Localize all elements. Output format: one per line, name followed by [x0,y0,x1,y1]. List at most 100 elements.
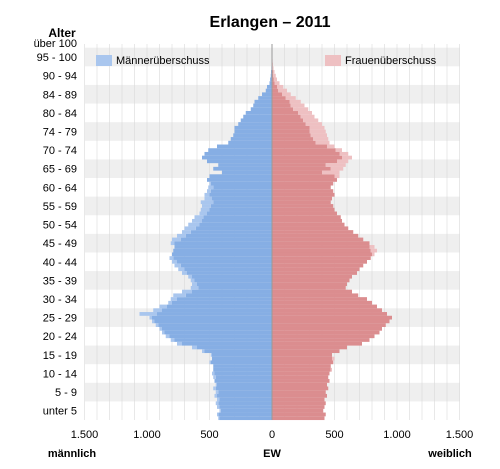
excess-bars [139,51,377,421]
female-bar [272,349,340,354]
male-bar [162,326,272,331]
male-bar [218,401,272,406]
male-bar [197,282,272,287]
male-excess-bar [218,416,220,421]
female-bar [272,226,349,231]
female-bar [272,181,334,186]
male-bar [219,416,272,421]
female-excess-bar [313,137,329,141]
female-excess-bar [342,155,352,160]
male-bar [212,196,272,201]
male-bar [220,408,272,413]
male-bar [209,207,272,212]
female-bar [272,129,310,134]
female-excess-bar [372,252,375,257]
male-excess-bar [212,371,215,376]
male-bar [218,163,272,167]
male-excess-bar [194,215,204,220]
female-bar [272,248,371,253]
female-bar [272,267,360,272]
male-bar [195,226,272,231]
age-tick-label: 65 - 69 [43,164,77,176]
male-bar [187,271,272,275]
male-bar [230,137,272,141]
male-bar [213,200,272,205]
male-bar [210,360,272,365]
male-bar [204,151,272,156]
female-excess-bar [305,122,322,126]
male-bar [172,252,272,257]
male-bar [218,390,272,394]
female-excess-bar [272,66,274,71]
female-bar [272,379,330,383]
legend-female-excess-swatch [325,55,341,66]
female-excess-bar [330,367,332,372]
male-bar [209,174,272,179]
age-tick-label: 90 - 94 [43,71,77,83]
female-bar [272,133,311,138]
female-bar [272,371,330,376]
male-excess-bar [172,259,177,264]
female-excess-bar [330,166,344,171]
male-excess-bar [217,397,220,402]
female-bar [272,416,325,421]
female-excess-bar [293,107,309,112]
x-label-center: EW [263,448,281,460]
male-bar [199,222,272,227]
male-bar [198,285,272,290]
male-excess-bar [188,222,200,227]
male-bar [203,215,272,220]
male-bar [202,155,272,160]
male-bar [212,356,272,361]
female-excess-bar [334,174,340,179]
male-bar [210,189,272,193]
male-bar [184,267,272,272]
female-excess-bar [285,96,296,100]
female-bar [272,341,362,346]
male-bar [152,315,272,320]
male-bar [217,393,272,398]
male-bar [214,371,272,376]
male-excess-bar [190,285,199,290]
male-bars [152,44,272,421]
male-bar [173,256,272,260]
male-excess-bar [170,338,175,342]
male-bar [234,125,272,130]
female-bar [272,393,327,398]
x-tick-label: 1.000 [133,429,161,441]
age-tick-label: 80 - 84 [43,108,77,120]
female-excess-bar [310,133,327,138]
age-tick-label: 55 - 59 [43,201,77,213]
female-excess-bar [322,170,340,175]
age-tick-label: 95 - 100 [37,52,77,64]
male-bar [192,274,272,279]
female-bar [272,77,274,82]
male-bar [215,375,272,380]
male-excess-bar [168,300,172,305]
male-excess-bar [192,218,202,223]
age-tick-label: 60 - 64 [43,182,77,194]
male-bar [207,159,272,164]
male-bar [192,289,272,294]
male-bar [207,178,272,182]
female-bar [272,412,326,417]
age-tick-label: 50 - 54 [43,220,77,232]
male-bar [169,334,272,339]
female-bar [272,111,299,115]
male-bar [245,111,272,115]
male-excess-bar [155,323,159,327]
female-bar [272,259,367,264]
male-bar [202,218,272,223]
female-bar [272,278,350,283]
female-bar [272,338,370,342]
male-excess-bar [149,315,152,320]
male-bar [174,241,272,246]
male-bar [197,345,272,350]
male-bar [219,405,272,409]
male-excess-bar [204,192,210,197]
male-bar [164,330,272,335]
male-bar [173,248,272,253]
male-bar [228,140,272,145]
female-bar [272,263,364,268]
